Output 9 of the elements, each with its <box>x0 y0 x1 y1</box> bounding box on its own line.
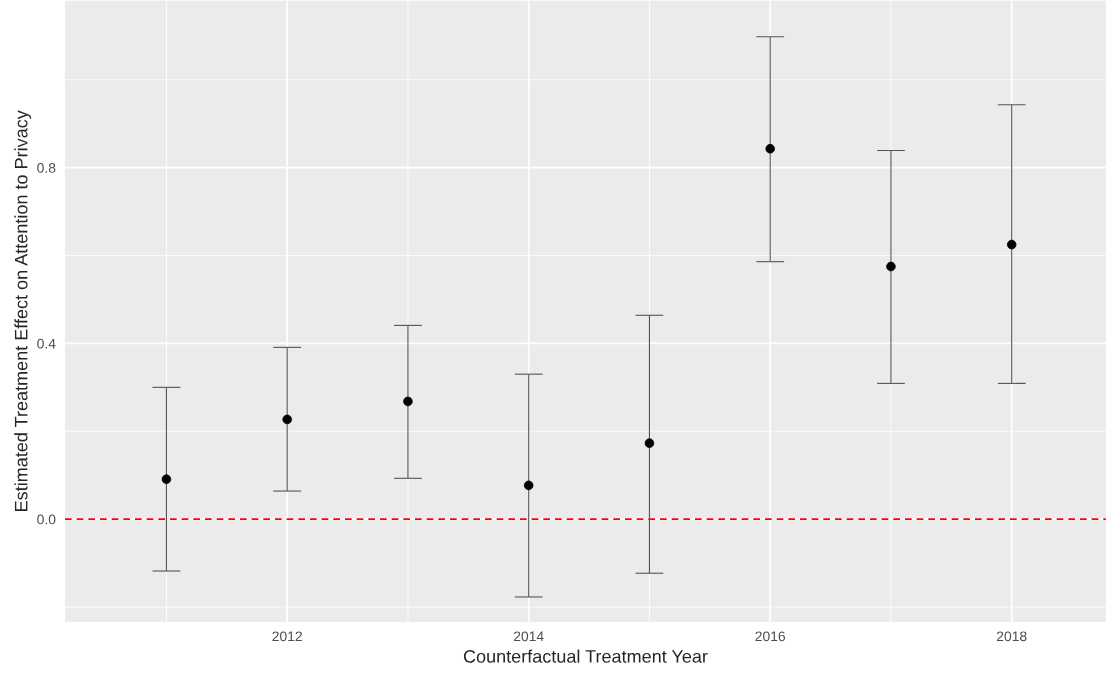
x-axis-title: Counterfactual Treatment Year <box>463 649 708 663</box>
y-axis-title: Estimated Treatment Effect on Attention to Privacy <box>14 110 32 511</box>
x-tick-label: 2012 <box>272 631 302 642</box>
x-tick-label: 2018 <box>996 631 1027 642</box>
x-tick-label: 2014 <box>513 631 544 642</box>
y-tick-label: 0.8 <box>37 162 56 173</box>
y-tick-label: 0.0 <box>37 514 56 525</box>
y-tick-label: 0.4 <box>37 338 56 349</box>
x-tick-label: 2016 <box>755 631 786 642</box>
